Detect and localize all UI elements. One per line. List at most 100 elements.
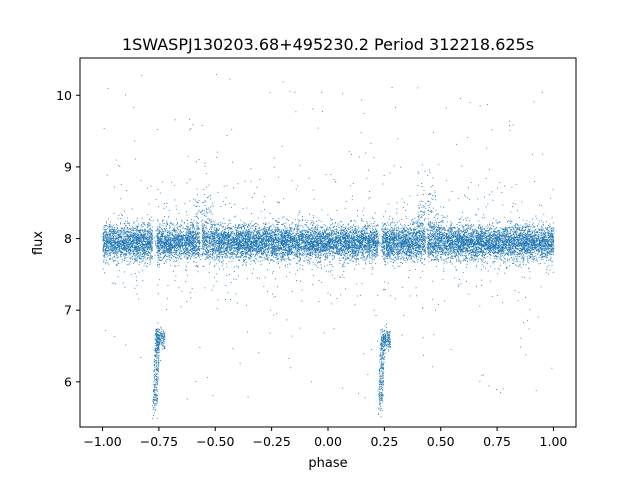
data-point (498, 247, 500, 249)
data-point (215, 252, 217, 254)
data-point (292, 235, 293, 237)
data-point (272, 256, 274, 258)
data-point (275, 242, 277, 244)
data-point (481, 259, 483, 261)
data-point (292, 240, 294, 242)
data-point (484, 228, 485, 229)
data-point (327, 236, 329, 238)
data-point (418, 256, 420, 258)
data-point (273, 166, 275, 168)
data-point (417, 241, 419, 243)
data-point (498, 269, 500, 271)
data-point (531, 258, 533, 260)
data-point (390, 223, 391, 225)
data-point (438, 250, 440, 252)
data-point (512, 252, 514, 254)
data-point (393, 240, 395, 242)
data-point (441, 228, 443, 230)
data-point (393, 253, 395, 255)
data-point (384, 251, 386, 253)
data-point (447, 245, 448, 247)
data-point (370, 239, 372, 240)
data-point (140, 256, 142, 258)
data-point (405, 215, 407, 217)
data-point (191, 233, 192, 235)
data-point (236, 227, 238, 228)
data-point (266, 255, 268, 257)
data-point (296, 279, 298, 281)
data-point (161, 247, 163, 249)
data-point (407, 240, 409, 242)
data-point (157, 242, 159, 244)
data-point (406, 241, 408, 243)
data-point (144, 241, 146, 243)
data-point (253, 232, 255, 234)
data-point (409, 232, 411, 234)
data-point (456, 230, 458, 232)
data-point (524, 255, 526, 257)
data-point (348, 262, 350, 264)
data-point (170, 244, 172, 246)
data-point (464, 231, 466, 233)
data-point (420, 229, 422, 231)
data-point (190, 247, 191, 249)
data-point (526, 235, 528, 237)
data-point (369, 191, 371, 192)
data-point (146, 258, 148, 259)
data-point (138, 236, 139, 238)
data-point (438, 226, 440, 228)
data-point (355, 253, 357, 255)
data-point (444, 251, 446, 253)
data-point (489, 245, 491, 247)
data-point (394, 243, 396, 245)
data-point (242, 254, 244, 256)
data-point (529, 238, 530, 240)
data-point (211, 229, 213, 231)
data-point (432, 247, 433, 249)
data-point (546, 237, 547, 239)
data-point (410, 242, 412, 244)
data-point (438, 229, 440, 231)
data-point (530, 257, 532, 259)
data-point (339, 257, 340, 259)
data-point (125, 244, 127, 246)
data-point (520, 240, 522, 242)
data-point (296, 242, 298, 243)
data-point (287, 266, 289, 268)
data-point (510, 211, 512, 213)
data-point (470, 182, 472, 183)
data-point (367, 245, 369, 247)
data-point (438, 244, 440, 246)
data-point (295, 244, 297, 246)
data-point (332, 246, 334, 248)
data-point (264, 258, 266, 260)
data-point (233, 278, 235, 280)
data-point (263, 229, 265, 231)
data-point (368, 236, 370, 238)
data-point (272, 248, 274, 250)
data-point (254, 234, 256, 236)
data-point (221, 251, 223, 253)
data-point (137, 225, 139, 227)
data-point (336, 298, 338, 300)
data-point (503, 256, 505, 258)
data-point (303, 253, 305, 254)
data-point (120, 235, 122, 237)
data-point (552, 238, 554, 240)
data-point (172, 235, 174, 237)
data-point (377, 238, 379, 240)
data-point (379, 234, 381, 236)
data-point (273, 251, 275, 253)
data-point (243, 244, 245, 246)
data-point (511, 220, 513, 222)
data-point (416, 256, 418, 257)
data-point (305, 248, 307, 249)
data-point (368, 246, 370, 248)
data-point (324, 230, 325, 232)
data-point (432, 247, 434, 249)
data-point (441, 232, 443, 234)
data-point (111, 227, 113, 229)
data-point (364, 242, 366, 244)
data-point (536, 243, 538, 244)
data-point (416, 295, 418, 297)
